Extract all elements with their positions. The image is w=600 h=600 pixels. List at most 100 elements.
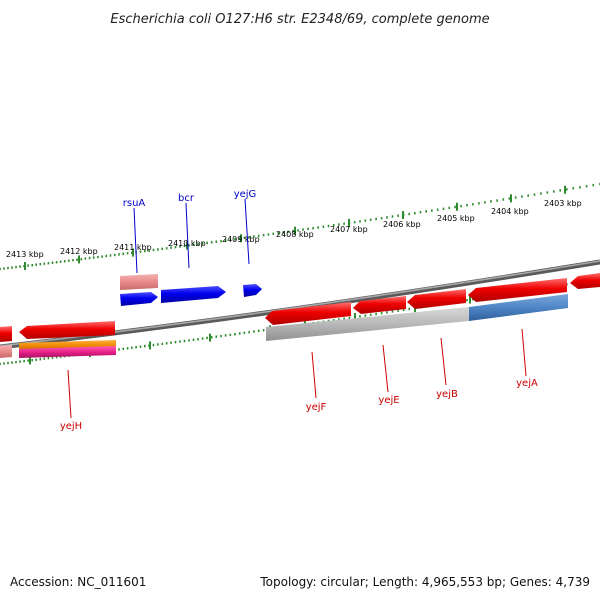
yejB-leader — [440, 337, 447, 386]
minor-tick — [39, 358, 42, 361]
minor-tick — [192, 243, 195, 246]
minor-tick — [101, 255, 103, 258]
minor-tick — [243, 331, 246, 335]
gene-label-yejA[interactable]: yejA — [516, 378, 538, 389]
minor-tick — [521, 195, 523, 198]
upper-tick-row — [0, 182, 600, 271]
gene-label-rsuA[interactable]: rsuA — [123, 198, 146, 209]
yejE-gene-arrow[interactable] — [353, 296, 406, 314]
minor-tick — [386, 216, 388, 219]
minor-tick — [460, 204, 462, 208]
kbp-label: 2413 kbp — [6, 250, 44, 259]
minor-tick — [338, 223, 340, 226]
minor-tick — [527, 194, 529, 197]
minor-tick — [364, 219, 367, 222]
minor-tick — [114, 253, 116, 257]
gene-label-yejG[interactable]: yejG — [234, 189, 257, 200]
major-tick — [564, 185, 566, 194]
left-edge-gene-arrow[interactable] — [0, 326, 12, 342]
minor-tick — [402, 308, 405, 312]
kbp-label: 2407 kbp — [330, 225, 368, 234]
minor-tick — [188, 339, 190, 342]
minor-tick — [431, 209, 433, 212]
minor-tick — [206, 336, 208, 340]
yejA-gene-arrow[interactable] — [468, 278, 567, 302]
minor-tick — [496, 199, 498, 202]
minor-tick — [51, 356, 54, 359]
yejH-magenta-feature[interactable] — [19, 346, 116, 358]
minor-tick — [533, 193, 536, 196]
yejH-leader — [67, 369, 72, 419]
yejF-gene-arrow[interactable] — [265, 302, 351, 325]
minor-tick — [248, 236, 250, 239]
kbp-label: 2410 kbp — [168, 239, 206, 248]
minor-tick — [88, 256, 91, 260]
yejH-gene-arrow[interactable] — [19, 321, 115, 339]
minor-tick — [484, 201, 486, 204]
minor-tick — [322, 225, 325, 228]
gene-label-bcr[interactable]: bcr — [178, 193, 195, 204]
major-tick — [240, 234, 242, 243]
gene-label-yejF[interactable]: yejF — [306, 402, 327, 413]
major-tick — [294, 226, 296, 235]
minor-tick — [23, 359, 25, 363]
minor-tick — [359, 220, 361, 223]
minor-tick — [425, 210, 427, 213]
yejE-leader — [382, 344, 389, 393]
minor-tick — [72, 259, 74, 262]
major-tick — [132, 248, 134, 257]
label-leaders — [67, 198, 527, 419]
minor-tick — [332, 224, 335, 227]
minor-tick — [508, 197, 511, 200]
minor-tick — [43, 262, 46, 265]
yejG-gene-arrow[interactable] — [243, 284, 262, 297]
rsuA-feature-block[interactable] — [120, 274, 158, 290]
genome-backbone — [0, 259, 600, 350]
minor-tick — [118, 253, 120, 256]
minor-tick — [174, 340, 177, 344]
major-tick — [348, 218, 350, 227]
minor-tick — [27, 264, 29, 267]
minor-tick — [144, 249, 146, 253]
minor-tick — [267, 233, 270, 236]
kbp-label: 2411 kbp — [114, 243, 152, 252]
major-tick — [186, 241, 188, 250]
gene-label-yejE[interactable]: yejE — [378, 395, 399, 406]
yejA-leader — [521, 328, 527, 377]
minor-tick — [442, 207, 445, 210]
right-edge-gene-arrow[interactable] — [570, 273, 600, 289]
kbp-label: 2404 kbp — [491, 207, 529, 216]
yejA-steel-feature[interactable] — [469, 294, 568, 321]
bcr-leader — [185, 202, 190, 269]
minor-tick — [592, 183, 595, 187]
minor-tick — [546, 191, 549, 194]
genome-backbone-highlight — [0, 260, 600, 347]
major-tick — [510, 194, 512, 203]
gene-label-yejH[interactable]: yejH — [60, 421, 82, 432]
minor-tick — [380, 217, 383, 220]
minor-tick — [165, 247, 168, 250]
yejB-gene-arrow[interactable] — [407, 289, 466, 309]
major-tick — [78, 255, 80, 264]
gene-label-yejB[interactable]: yejB — [436, 389, 458, 400]
topology-text: Topology: circular; Length: 4,965,553 bp… — [259, 575, 590, 589]
minor-tick — [76, 258, 78, 261]
minor-tick — [170, 341, 172, 344]
rsuA-gene-arrow[interactable] — [120, 292, 158, 306]
minor-tick — [139, 345, 142, 348]
major-tick — [29, 356, 31, 365]
major-tick — [24, 262, 26, 270]
left-edge-feature-block[interactable] — [0, 345, 12, 358]
bcr-gene-arrow[interactable] — [161, 286, 226, 303]
minor-tick — [297, 229, 299, 232]
minor-tick — [157, 343, 159, 346]
minor-tick — [257, 329, 260, 333]
minor-tick — [386, 311, 388, 314]
minor-tick — [210, 336, 213, 339]
minor-tick — [332, 319, 335, 322]
yejF-yejB-gray-feature[interactable] — [266, 307, 469, 341]
minor-tick — [68, 259, 70, 262]
major-tick — [354, 313, 356, 321]
minor-tick — [343, 222, 345, 225]
minor-tick — [11, 266, 13, 269]
